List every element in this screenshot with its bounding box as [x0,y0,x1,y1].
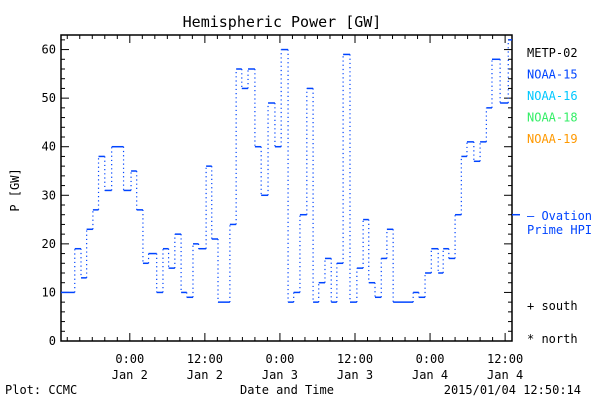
x-tick-date: Jan 2 [187,368,223,382]
plot-timestamp: 2015/01/04 12:50:14 [444,383,581,397]
x-tick-time: 12:00 [487,352,523,366]
x-tick-date: Jan 4 [412,368,448,382]
x-tick-time: 12:00 [337,352,373,366]
y-tick-label: 10 [42,285,56,299]
legend-entry: NOAA-19 [527,132,578,146]
x-tick-date: Jan 2 [112,368,148,382]
y-tick-label: 60 [42,43,56,57]
x-tick-date: Jan 3 [337,368,373,382]
x-axis-label: Date and Time [240,383,334,397]
x-tick-time: 0:00 [416,352,445,366]
legend-entry: METP-02 [527,46,578,60]
legend-entry: NOAA-18 [527,111,578,125]
y-tick-label: 50 [42,91,56,105]
legend: METP-02 NOAA-15 NOAA-16 NOAA-18 NOAA-19 [527,46,578,146]
plot-frame [60,34,513,342]
y-tick-label: 20 [42,237,56,251]
legend-entry: NOAA-15 [527,68,578,82]
y-tick-label: 30 [42,188,56,202]
south-label: + south [527,299,578,313]
chart-title: Hemispheric Power [GW] [183,13,382,31]
x-tick-time: 12:00 [187,352,223,366]
series-layer [61,39,512,303]
plot-source: Plot: CCMC [5,383,77,397]
north-label: * north [527,332,578,346]
y-tick-label: 0 [49,334,56,348]
x-tick-time: 0:00 [115,352,144,366]
x-tick-time: 0:00 [265,352,294,366]
ovation-label-2: Prime HPI [527,223,592,237]
y-axis-label: P [GW] [8,168,22,211]
x-tick-date: Jan 4 [487,368,523,382]
x-tick-date: Jan 3 [262,368,298,382]
y-tick-label: 40 [42,140,56,154]
axes: 0 10 20 30 40 50 60 0:00 Jan 2 12:00 Jan 2 0:00 Jan … [42,35,523,382]
legend-entry: NOAA-16 [527,89,578,103]
ovation-label-1: — Ovation [527,209,592,223]
